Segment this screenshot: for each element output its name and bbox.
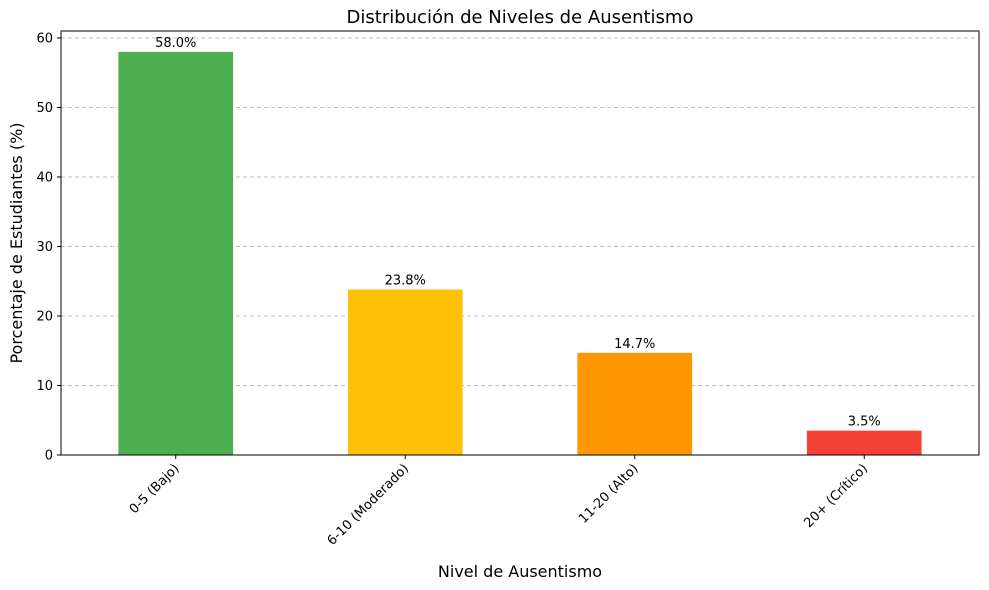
bar bbox=[118, 51, 234, 456]
y-tick-label: 40 bbox=[36, 170, 53, 185]
x-tick-label: 11-20 (Alto) bbox=[576, 461, 641, 526]
x-axis-title: Nivel de Ausentismo bbox=[438, 562, 602, 581]
bar-data-label: 58.0% bbox=[155, 36, 196, 51]
bar bbox=[347, 289, 463, 455]
x-tick-label: 20+ (Crítico) bbox=[801, 461, 871, 531]
bar-data-label: 3.5% bbox=[848, 415, 881, 430]
x-axis-ticks: 0-5 (Bajo) 6-10 (Moderado) 11-20 (Alto) 20+… bbox=[127, 455, 871, 549]
plot-frame bbox=[60, 30, 980, 456]
y-tick-label: 10 bbox=[36, 379, 53, 394]
y-tick-label: 0 bbox=[45, 449, 53, 464]
y-tick-label: 60 bbox=[36, 31, 53, 46]
y-tick-label: 50 bbox=[36, 101, 53, 116]
y-tick-label: 30 bbox=[36, 240, 53, 255]
bar bbox=[806, 430, 922, 455]
bar-data-label: 23.8% bbox=[385, 274, 426, 289]
chart-title: Distribución de Niveles de Ausentismo bbox=[347, 7, 694, 28]
gridlines bbox=[61, 37, 979, 386]
y-tick-label: 20 bbox=[36, 309, 53, 324]
x-tick-label: 0-5 (Bajo) bbox=[127, 461, 183, 517]
bar bbox=[577, 352, 693, 455]
bar-data-label: 14.7% bbox=[614, 337, 655, 352]
x-tick-label: 6-10 (Moderado) bbox=[325, 461, 412, 548]
y-axis-ticks: 0 10 20 30 40 50 60 bbox=[36, 31, 61, 464]
bars bbox=[118, 51, 922, 456]
y-axis-title: Porcentaje de Estudiantes (%) bbox=[7, 122, 26, 363]
data-labels: 58.0% 23.8% 14.7% 3.5% bbox=[155, 36, 881, 430]
